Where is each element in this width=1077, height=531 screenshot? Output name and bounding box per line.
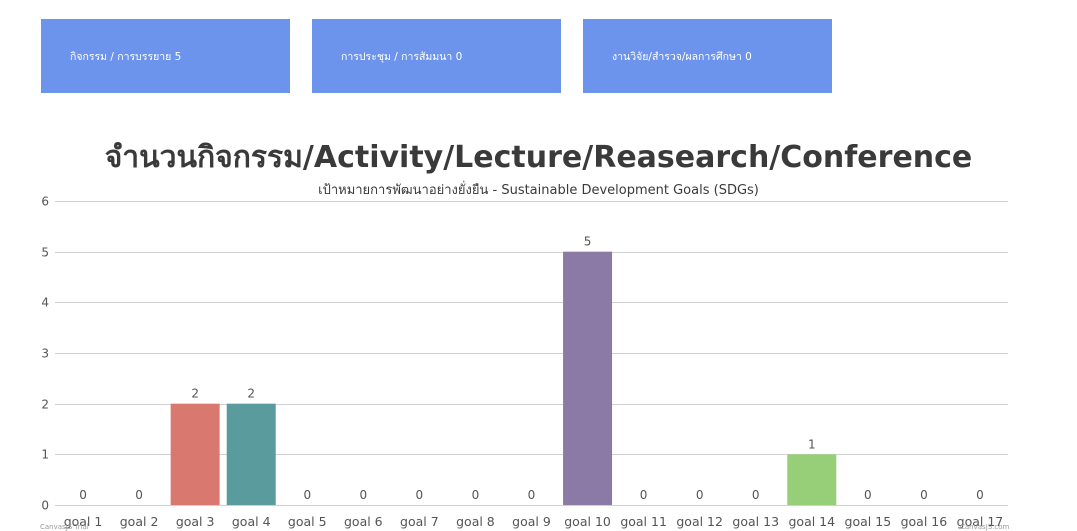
data-label: 0 [640,488,648,502]
data-label: 0 [360,488,368,502]
x-tick-label: goal 1 [64,514,103,529]
y-tick-label: 6 [41,195,49,209]
data-label: 1 [808,437,816,451]
x-tick-label: goal 9 [512,514,551,529]
data-label: 0 [752,488,760,502]
data-label: 5 [584,235,592,249]
data-label: 0 [79,488,87,502]
x-tick-label: goal 11 [620,514,667,529]
x-tick-label: goal 6 [344,514,383,529]
data-label: 0 [920,488,928,502]
stat-box-meeting[interactable]: การประชุม / การสัมมนา 0 [312,19,561,93]
x-tick-label: goal 13 [732,514,779,529]
x-tick-label: goal 14 [788,514,835,529]
data-label: 0 [303,488,311,502]
data-label: 2 [191,387,199,401]
stat-box-label: งานวิจัย/สำรวจ/ผลการศึกษา 0 [612,50,752,63]
data-label: 2 [247,387,255,401]
y-tick-label: 0 [41,499,49,513]
x-tick-label: goal 3 [176,514,215,529]
x-tick-label: goal 15 [845,514,892,529]
x-tick-label: goal 4 [232,514,271,529]
y-tick-label: 1 [41,448,49,462]
data-label: 0 [528,488,536,502]
x-tick-label: goal 12 [676,514,723,529]
x-tick-label: goal 5 [288,514,327,529]
x-tick-label: goal 17 [957,514,1004,529]
stat-box-research[interactable]: งานวิจัย/สำรวจ/ผลการศึกษา 0 [583,19,832,93]
data-label: 0 [472,488,480,502]
bar [563,251,613,505]
x-tick-label: goal 2 [120,514,159,529]
bar [226,403,276,505]
stat-box-label: กิจกรรม / การบรรยาย 5 [70,50,182,63]
stat-box-label: การประชุม / การสัมมนา 0 [341,50,463,63]
y-tick-label: 4 [41,296,49,310]
chart-credit-left: CanvasJS Trial [40,523,89,531]
y-tick-label: 2 [41,398,49,412]
data-label: 0 [864,488,872,502]
chart-credit-right[interactable]: CanvasJS.com [960,523,1010,531]
bar [787,454,837,505]
chart-subtitle: เป้าหมายการพัฒนาอย่างยั่งยืน - Sustainab… [318,183,759,198]
x-tick-label: goal 16 [901,514,948,529]
stat-box-activity[interactable]: กิจกรรม / การบรรยาย 5 [41,19,290,93]
x-tick-label: goal 7 [400,514,439,529]
data-label: 0 [416,488,424,502]
x-tick-label: goal 10 [564,514,611,529]
y-tick-label: 5 [41,246,49,260]
x-tick-label: goal 8 [456,514,495,529]
data-label: 0 [696,488,704,502]
data-label: 0 [135,488,143,502]
y-tick-label: 3 [41,347,49,361]
data-label: 0 [976,488,984,502]
chart-title: จำนวนกิจกรรม/Activity/Lecture/Reasearch/… [104,140,973,175]
bar [170,403,220,505]
